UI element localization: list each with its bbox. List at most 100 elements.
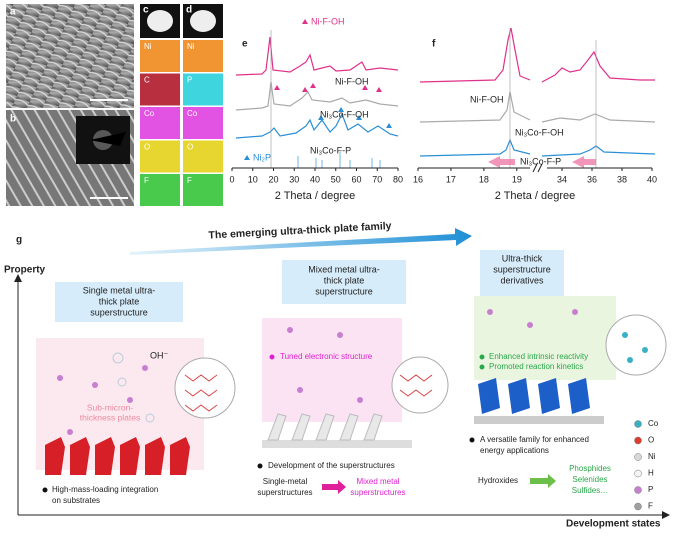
stage-box <box>474 296 616 380</box>
trace-f-3 <box>419 138 531 157</box>
trace-label: Ni₃Co-F-P <box>520 156 561 166</box>
text-line: Selenides <box>572 475 607 484</box>
text-line: thick plate <box>324 275 365 285</box>
text-line: derivatives <box>500 275 544 285</box>
text-line: High-mass-loading integration <box>52 485 158 494</box>
x-tick-label: 40 <box>647 174 657 184</box>
bullet <box>257 463 263 469</box>
x-tick-label: 30 <box>289 174 299 184</box>
bullet <box>479 364 485 370</box>
x-tick-label: 34 <box>557 174 567 184</box>
x-tick-label: 50 <box>331 174 341 184</box>
bullet <box>42 487 48 493</box>
eds-map <box>140 40 180 72</box>
x-tick-label: 36 <box>587 174 597 184</box>
trace-f-2 <box>419 91 531 123</box>
text-line: Single-metal <box>263 477 308 486</box>
x-tick-label: 20 <box>268 174 278 184</box>
x-tick-label: 17 <box>446 174 456 184</box>
eds-label: Co <box>144 109 155 118</box>
trace-f-2b <box>541 113 656 123</box>
bullet-text: Development of the superstructures <box>268 461 395 470</box>
feature: Tuned electronic structure <box>280 352 373 361</box>
text-line: Sub-micron- <box>87 402 133 412</box>
x-tick-label: 70 <box>372 174 382 184</box>
stage-box <box>262 318 402 422</box>
x-tick-label: 18 <box>479 174 489 184</box>
bullet <box>469 437 475 443</box>
text-line: superstructures <box>257 488 312 497</box>
text-line: A versatile family for enhanced <box>480 435 589 444</box>
x-tick-label: 80 <box>393 174 403 184</box>
text-line: Phosphides <box>569 464 611 473</box>
bullet <box>479 354 485 360</box>
atom-swatch <box>634 486 642 494</box>
legend-label: O <box>648 436 654 445</box>
family-arrow <box>130 228 472 255</box>
eds-label: F <box>187 176 192 185</box>
x-tick-label: 38 <box>617 174 627 184</box>
legend-label: F <box>648 502 653 511</box>
eds-label: O <box>144 143 150 152</box>
atom-swatch <box>634 436 642 445</box>
legend-label: Co <box>648 419 659 428</box>
eds-map <box>183 40 223 72</box>
eds-map <box>183 174 223 206</box>
text-line: energy applications <box>480 446 549 455</box>
panel-label: e <box>242 39 248 50</box>
x-tick-label: 19 <box>512 174 522 184</box>
trace-label: Ni-F-OH <box>335 76 369 86</box>
panel-label: a <box>10 7 16 18</box>
text-line: thickness plates <box>80 412 140 422</box>
panel-label: c <box>143 5 149 16</box>
zoom-circle <box>391 356 449 414</box>
eds-label: Co <box>187 109 198 118</box>
legend-label: Ni <box>648 452 656 461</box>
bullet <box>269 354 275 360</box>
stage-title-box <box>282 260 406 304</box>
text-line: thick plate <box>99 296 140 306</box>
text-line: superstructure <box>315 286 373 296</box>
trace-f-1b <box>541 50 655 83</box>
particle <box>190 10 216 32</box>
text-line: Single metal ultra- <box>83 285 156 295</box>
eds-label: O <box>187 143 193 152</box>
text-line: superstructure <box>493 264 551 274</box>
eds-map <box>140 107 180 139</box>
atom-swatch <box>634 420 642 428</box>
legend-label: P <box>648 485 653 494</box>
particle <box>147 10 173 32</box>
legend-ni-f-oh: Ni-F-OH <box>311 16 345 26</box>
text-line: Sulfides… <box>572 486 608 495</box>
trace-label: Ni₃Co-F-OH <box>515 127 564 137</box>
trace-label: Ni₃Co-F-P <box>310 145 351 155</box>
text-line: Mixed metal <box>356 477 399 486</box>
eds-map <box>140 174 180 206</box>
eds-map <box>183 107 223 139</box>
sem-image-a <box>6 4 134 108</box>
panel-label: d <box>186 5 192 16</box>
zoom-circle <box>605 314 667 376</box>
panel-label: g <box>16 235 22 246</box>
eds-label: Ni <box>144 42 152 51</box>
eds-map <box>183 140 223 173</box>
text-line: Ultra-thick <box>502 253 543 263</box>
reference-label: Ni₂P <box>253 152 271 162</box>
feature: Enhanced intrinsic reactivity <box>489 352 588 361</box>
eds-map <box>140 140 180 173</box>
eds-label: P <box>187 76 192 85</box>
axes <box>17 280 662 516</box>
trace-label: Ni-F-OH <box>470 94 504 104</box>
x-tick-label: 60 <box>351 174 361 184</box>
trace-f-3b <box>541 145 656 157</box>
x-tick-label: 40 <box>310 174 320 184</box>
trace-e-1 <box>235 36 399 76</box>
stage-title-box <box>480 250 564 296</box>
x-axis-title: 2 Theta / degree <box>275 190 356 202</box>
eds-label: F <box>144 176 149 185</box>
panel-label: f <box>432 39 436 50</box>
trace-label: Ni₃Co-F-OH <box>320 109 369 119</box>
text-line: on substrates <box>52 496 100 505</box>
ion-label: OH⁻ <box>150 350 169 360</box>
